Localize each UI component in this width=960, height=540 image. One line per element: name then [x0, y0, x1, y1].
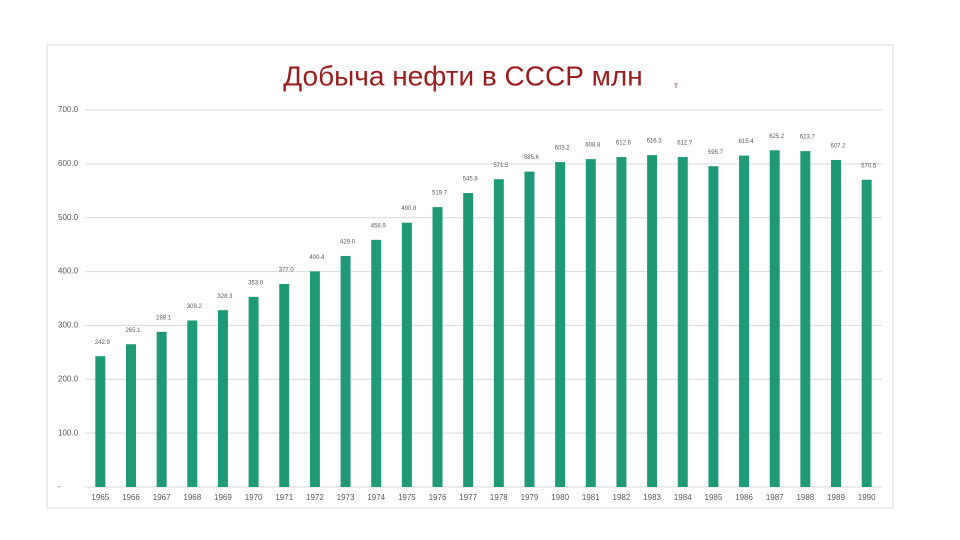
data-label: 623.7 [800, 135, 816, 141]
data-label: 612.6 [616, 141, 632, 147]
bar [401, 222, 412, 488]
bar [340, 255, 351, 487]
x-tick-label: 1976 [429, 493, 447, 502]
x-tick-label: 1988 [796, 493, 814, 502]
x-tick-label: 1985 [705, 493, 723, 502]
x-tick-label: 1973 [337, 493, 355, 502]
bar [463, 193, 474, 487]
y-tick-label: 300.0 [58, 321, 79, 330]
bar [769, 150, 780, 487]
data-label: 377.0 [279, 268, 295, 274]
bar [677, 157, 688, 488]
bar [95, 356, 106, 487]
data-label: 612.7 [677, 141, 693, 147]
x-tick-label: 1967 [153, 493, 171, 502]
x-tick-label: 1981 [582, 493, 600, 502]
y-tick-label: 500.0 [58, 213, 79, 222]
data-label: 595.7 [708, 150, 724, 156]
bar [585, 159, 596, 487]
bar [739, 155, 750, 487]
x-tick-label: 1986 [735, 493, 753, 502]
data-label: 353.0 [248, 280, 264, 286]
bar [831, 159, 842, 487]
data-label: 429.0 [340, 240, 356, 246]
data-label: 616.3 [647, 139, 663, 145]
chart-title: Добыча нефти в СССР млн [283, 60, 642, 91]
chart-title-unit: т [674, 81, 678, 90]
x-tick-label: 1978 [490, 493, 508, 502]
bar [187, 320, 198, 487]
data-label: 570.5 [861, 163, 877, 169]
x-tick-label: 1972 [306, 493, 324, 502]
bar [647, 155, 658, 487]
data-label: 603.2 [555, 146, 571, 152]
data-label: 490.8 [401, 206, 417, 212]
x-tick-label: 1989 [827, 493, 845, 502]
bar [555, 162, 566, 487]
data-label: 571.5 [493, 163, 509, 169]
x-tick-label: 1970 [245, 493, 263, 502]
data-label: 615.4 [739, 139, 755, 145]
y-tick-label: - [58, 482, 61, 491]
data-label: 309.2 [187, 304, 203, 310]
bar [309, 271, 320, 487]
bar [248, 296, 259, 487]
x-tick-label: 1975 [398, 493, 416, 502]
y-tick-label: 100.0 [58, 428, 79, 437]
x-tick-label: 1977 [459, 493, 477, 502]
x-tick-label: 1969 [214, 493, 232, 502]
y-tick-label: 400.0 [58, 267, 79, 276]
data-label: 519.7 [432, 191, 448, 197]
bar [493, 179, 504, 487]
data-label: 585.6 [524, 155, 540, 161]
data-label: 400.4 [309, 255, 325, 261]
x-tick-label: 1987 [766, 493, 784, 502]
data-label: 265.1 [125, 328, 141, 334]
y-tick-label: 600.0 [58, 159, 79, 168]
bar [217, 310, 228, 487]
data-label: 328.3 [217, 294, 233, 300]
y-tick-label: 200.0 [58, 374, 79, 383]
bar [432, 207, 443, 487]
x-tick-label: 1966 [122, 493, 140, 502]
x-tick-label: 1982 [613, 493, 631, 502]
data-label: 625.2 [769, 134, 785, 140]
data-label: 242.9 [95, 340, 111, 346]
x-tick-label: 1965 [91, 493, 109, 502]
y-tick-label: 700.0 [58, 105, 79, 114]
x-tick-label: 1974 [367, 493, 385, 502]
bar [616, 157, 627, 487]
x-tick-label: 1968 [183, 493, 201, 502]
x-tick-label: 1980 [551, 493, 569, 502]
data-label: 607.2 [831, 144, 847, 150]
x-tick-label: 1971 [275, 493, 293, 502]
data-label: 288.1 [156, 315, 172, 321]
bar [125, 344, 136, 487]
data-label: 545.8 [463, 177, 479, 183]
x-tick-label: 1990 [858, 493, 876, 502]
bar [800, 151, 811, 487]
x-tick-label: 1984 [674, 493, 692, 502]
bar [156, 331, 167, 487]
bar [371, 239, 382, 487]
data-label: 608.8 [585, 143, 601, 149]
data-label: 458.9 [371, 223, 387, 229]
bar [524, 171, 535, 488]
x-tick-label: 1983 [643, 493, 661, 502]
bar [279, 283, 290, 487]
bar [861, 179, 872, 487]
bar [708, 166, 719, 487]
x-tick-label: 1979 [521, 493, 539, 502]
